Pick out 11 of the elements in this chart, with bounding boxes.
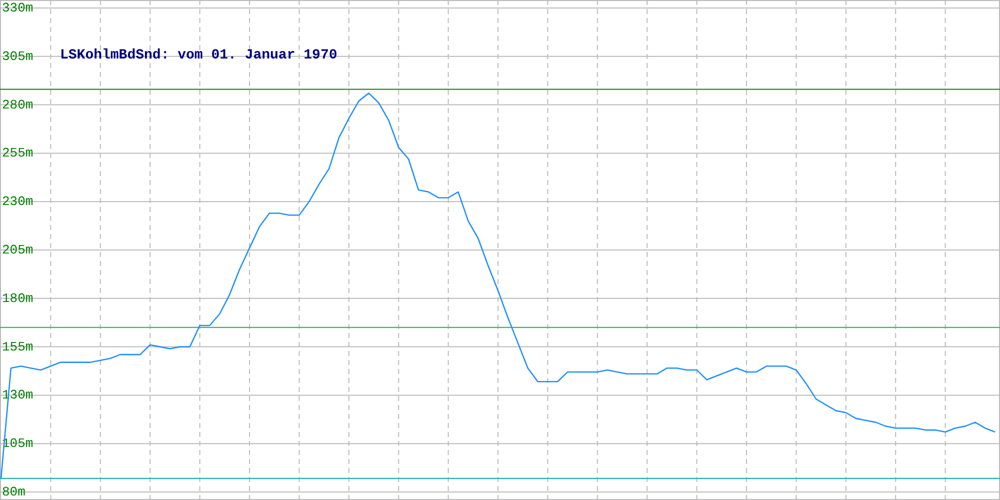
line-series — [0, 92, 996, 480]
y-tick-label: 330m — [2, 0, 34, 16]
text: LSKohlmBdSnd: vom 01. Januar 1970 — [60, 47, 338, 64]
y-tick-label: 305m — [2, 48, 34, 64]
y-tick-label: 80m — [2, 484, 26, 500]
y-tick-label: 180m — [2, 290, 34, 306]
y-tick-label: 205m — [2, 242, 34, 258]
y-tick-label: 230m — [2, 194, 34, 210]
y-tick-label: 155m — [2, 339, 34, 354]
y-tick-label: 280m — [2, 97, 34, 112]
y-tick-label: 255m — [2, 146, 34, 161]
